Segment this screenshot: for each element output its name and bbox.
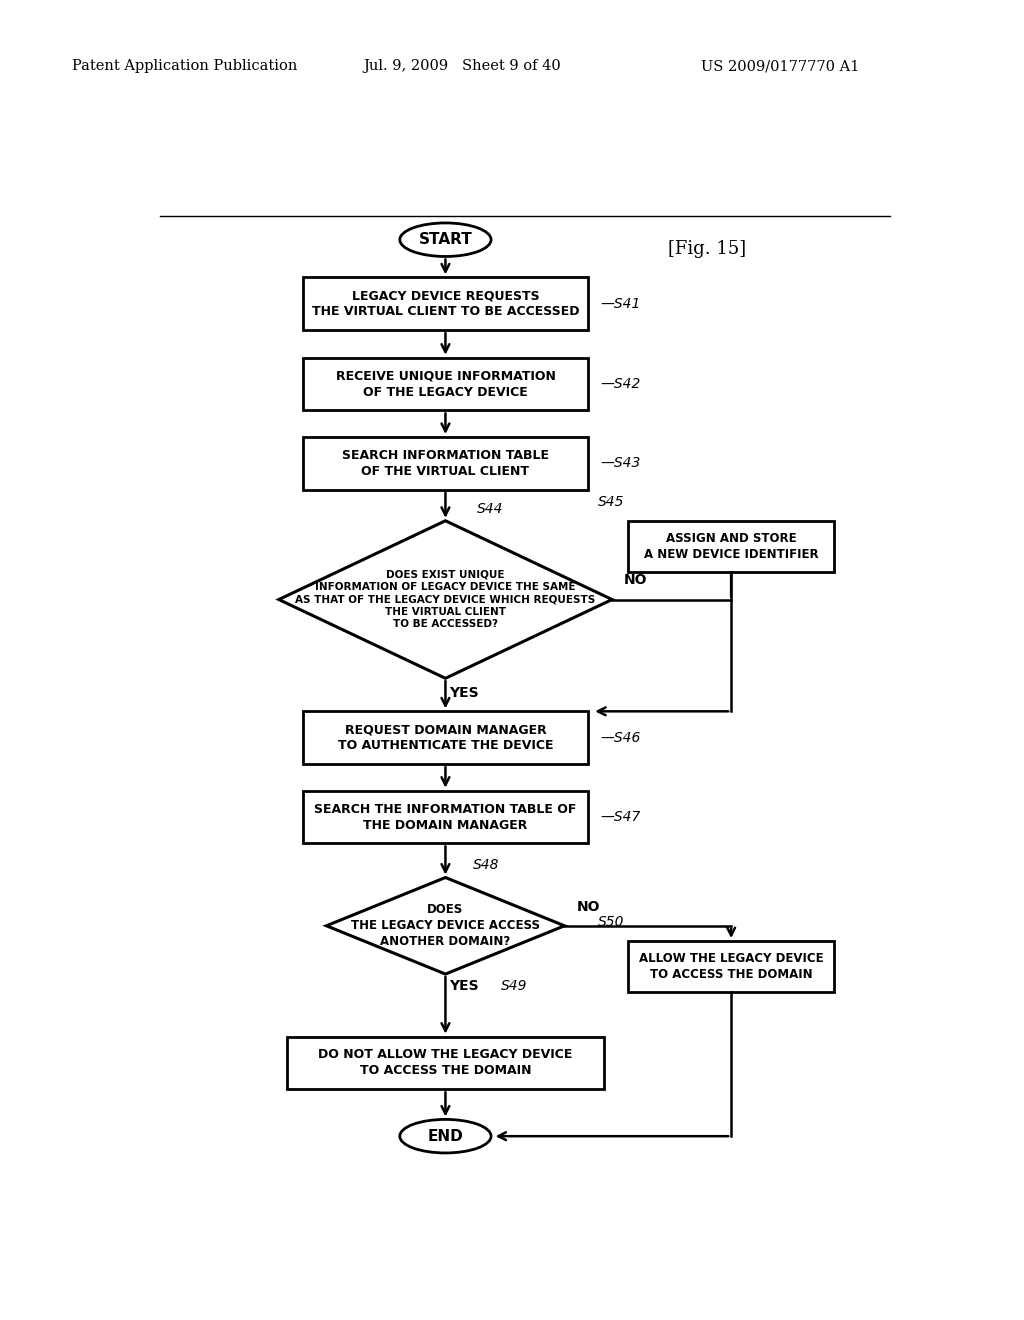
Text: DO NOT ALLOW THE LEGACY DEVICE
TO ACCESS THE DOMAIN: DO NOT ALLOW THE LEGACY DEVICE TO ACCESS… xyxy=(318,1048,572,1077)
Text: [Fig. 15]: [Fig. 15] xyxy=(668,240,745,257)
Text: SEARCH INFORMATION TABLE
OF THE VIRTUAL CLIENT: SEARCH INFORMATION TABLE OF THE VIRTUAL … xyxy=(342,449,549,478)
Polygon shape xyxy=(327,878,564,974)
Text: —S42: —S42 xyxy=(600,378,641,391)
FancyBboxPatch shape xyxy=(303,711,588,764)
Text: YES: YES xyxy=(450,686,479,701)
Text: SEARCH THE INFORMATION TABLE OF
THE DOMAIN MANAGER: SEARCH THE INFORMATION TABLE OF THE DOMA… xyxy=(314,803,577,832)
Ellipse shape xyxy=(399,1119,492,1152)
Text: —S46: —S46 xyxy=(600,731,641,744)
FancyBboxPatch shape xyxy=(303,358,588,411)
Polygon shape xyxy=(279,521,612,678)
FancyBboxPatch shape xyxy=(628,941,835,991)
Text: Patent Application Publication: Patent Application Publication xyxy=(72,59,297,74)
Text: NO: NO xyxy=(577,900,600,913)
Ellipse shape xyxy=(399,223,492,256)
Text: Jul. 9, 2009   Sheet 9 of 40: Jul. 9, 2009 Sheet 9 of 40 xyxy=(364,59,561,74)
Text: REQUEST DOMAIN MANAGER
TO AUTHENTICATE THE DEVICE: REQUEST DOMAIN MANAGER TO AUTHENTICATE T… xyxy=(338,723,553,752)
Text: END: END xyxy=(428,1129,463,1143)
Text: S44: S44 xyxy=(477,502,504,516)
Text: —S47: —S47 xyxy=(600,810,641,824)
FancyBboxPatch shape xyxy=(303,277,588,330)
Text: S45: S45 xyxy=(597,495,624,510)
Text: S49: S49 xyxy=(501,979,527,993)
Text: —S41: —S41 xyxy=(600,297,641,310)
FancyBboxPatch shape xyxy=(303,791,588,843)
FancyBboxPatch shape xyxy=(287,1036,604,1089)
Text: START: START xyxy=(419,232,472,247)
FancyBboxPatch shape xyxy=(303,437,588,490)
Text: DOES
THE LEGACY DEVICE ACCESS
ANOTHER DOMAIN?: DOES THE LEGACY DEVICE ACCESS ANOTHER DO… xyxy=(351,903,540,948)
Text: S50: S50 xyxy=(597,915,624,929)
Text: DOES EXIST UNIQUE
INFORMATION OF LEGACY DEVICE THE SAME
AS THAT OF THE LEGACY DE: DOES EXIST UNIQUE INFORMATION OF LEGACY … xyxy=(295,570,596,630)
Text: ASSIGN AND STORE
A NEW DEVICE IDENTIFIER: ASSIGN AND STORE A NEW DEVICE IDENTIFIER xyxy=(644,532,818,561)
Text: US 2009/0177770 A1: US 2009/0177770 A1 xyxy=(701,59,860,74)
Text: RECEIVE UNIQUE INFORMATION
OF THE LEGACY DEVICE: RECEIVE UNIQUE INFORMATION OF THE LEGACY… xyxy=(336,370,555,399)
Text: —S43: —S43 xyxy=(600,457,641,470)
FancyBboxPatch shape xyxy=(628,521,835,572)
Text: S48: S48 xyxy=(473,858,500,873)
Text: ALLOW THE LEGACY DEVICE
TO ACCESS THE DOMAIN: ALLOW THE LEGACY DEVICE TO ACCESS THE DO… xyxy=(639,952,823,981)
Text: NO: NO xyxy=(624,573,647,587)
Text: LEGACY DEVICE REQUESTS
THE VIRTUAL CLIENT TO BE ACCESSED: LEGACY DEVICE REQUESTS THE VIRTUAL CLIEN… xyxy=(311,289,580,318)
Text: YES: YES xyxy=(450,979,479,993)
